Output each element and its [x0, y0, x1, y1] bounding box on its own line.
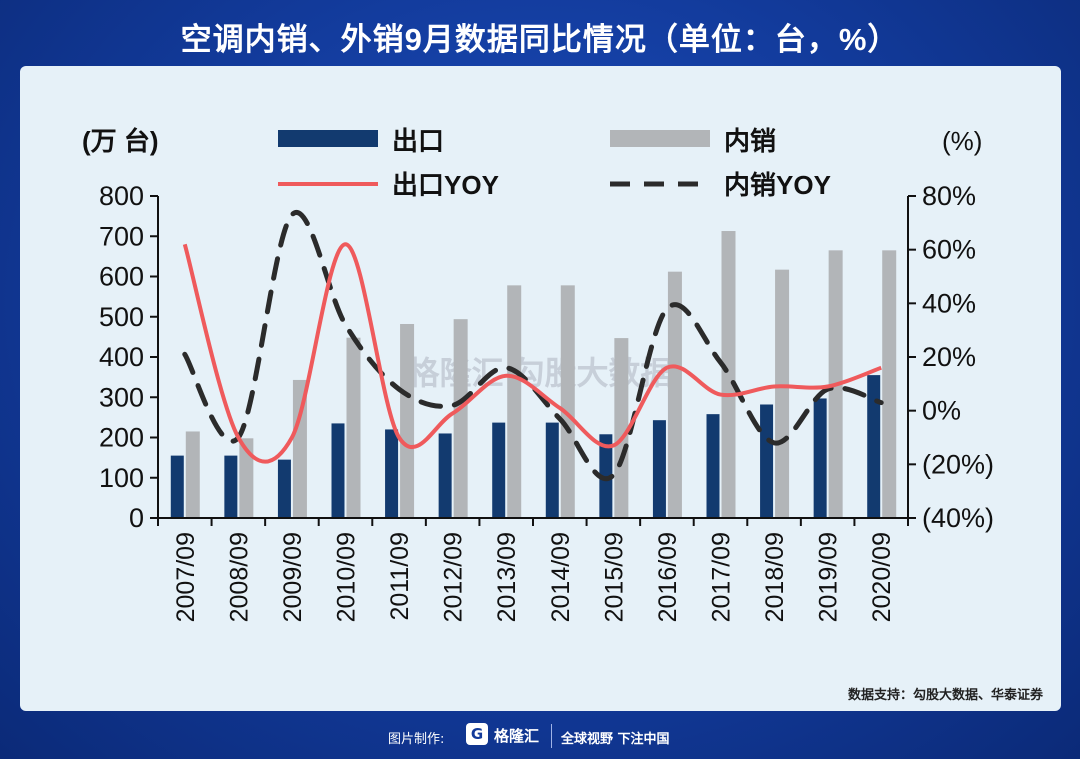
legend-label-domestic-yoy: 内销YOY	[724, 170, 831, 200]
line-domestic-yoy	[182, 209, 884, 481]
bar-export	[438, 433, 452, 518]
left-tick-label: 200	[99, 423, 144, 453]
left-tick-label: 100	[99, 463, 144, 493]
x-tick-label: 2007/09	[172, 532, 200, 622]
left-tick-label: 500	[99, 302, 144, 332]
bar-export	[385, 429, 399, 518]
x-tick-label: 2016/09	[654, 532, 682, 622]
x-tick-label: 2015/09	[600, 532, 628, 622]
bar-domestic	[560, 285, 575, 518]
footer-separator	[551, 724, 552, 748]
left-axis-label: (万 台)	[82, 126, 159, 156]
left-tick-label: 700	[99, 221, 144, 251]
x-tick-label: 2008/09	[225, 532, 253, 622]
left-tick-label: 300	[99, 382, 144, 412]
source-note: 数据支持：勾股大数据、华泰证券	[847, 688, 1043, 703]
x-tick-label: 2011/09	[386, 532, 414, 621]
left-tick-label: 0	[129, 503, 144, 533]
watermark-text: 格隆汇 勾股大数据	[408, 355, 673, 391]
legend-label-export: 出口	[392, 126, 444, 156]
bar-export	[545, 422, 559, 518]
bar-domestic	[292, 379, 307, 518]
x-tick-label: 2017/09	[708, 532, 736, 622]
bar-domestic	[185, 431, 200, 518]
bar-export	[652, 420, 666, 518]
bar-domestic	[614, 338, 629, 518]
bar-export	[813, 398, 827, 518]
legend-swatch-export	[278, 130, 378, 147]
x-tick-label: 2014/09	[547, 532, 575, 622]
right-tick-label: 40%	[922, 288, 976, 318]
bar-domestic	[507, 285, 522, 518]
bar-domestic	[667, 271, 682, 518]
footer-slogan: 全球视野 下注中国	[561, 732, 670, 747]
right-tick-label: 80%	[922, 181, 976, 211]
bar-export	[760, 404, 774, 518]
x-tick-label: 2009/09	[279, 532, 307, 622]
right-tick-label: (40%)	[922, 503, 994, 533]
bar-domestic	[453, 319, 468, 518]
bar-export	[224, 455, 238, 518]
right-axis-label: (%)	[942, 126, 982, 156]
chart-panel: 格隆汇 勾股大数据 0 100 200 300 400 500 600 700 800 (40%) (…	[20, 66, 1061, 711]
bar-domestic	[721, 231, 736, 518]
bar-domestic	[346, 337, 361, 518]
bar-export	[706, 414, 720, 518]
bar-domestic	[775, 269, 790, 518]
gelonghui-logo-icon: G	[466, 723, 488, 745]
left-tick-label: 800	[99, 181, 144, 211]
x-tick-label: 2010/09	[333, 532, 361, 622]
chart-title: 空调内销、外销9月数据同比情况（单位：台，%）	[180, 22, 900, 57]
right-tick-label: 0%	[922, 396, 961, 426]
legend-label-domestic: 内销	[724, 126, 776, 156]
right-tick-label: (20%)	[922, 449, 994, 479]
bar-export	[331, 423, 345, 518]
chart-svg: 格隆汇 勾股大数据 0 100 200 300 400 500 600 700 800 (40%) (…	[82, 126, 994, 622]
x-tick-label: 2019/09	[815, 532, 843, 622]
x-tick-label: 2020/09	[868, 532, 896, 622]
legend-label-export-yoy: 出口YOY	[392, 170, 499, 200]
bar-domestic	[400, 323, 415, 518]
footer: 图片制作: G 格隆汇 全球视野 下注中国	[0, 722, 1080, 752]
legend-swatch-domestic	[610, 130, 710, 147]
x-tick-label: 2018/09	[761, 532, 789, 622]
footer-credit: 图片制作:	[388, 732, 445, 747]
bar-export	[492, 422, 506, 518]
bar-export	[170, 455, 184, 518]
left-tick-label: 600	[99, 262, 144, 292]
right-tick-label: 20%	[922, 342, 976, 372]
line-export-yoy	[182, 242, 882, 464]
x-tick-label: 2013/09	[493, 532, 521, 622]
bar-export	[277, 459, 291, 518]
right-tick-label: 60%	[922, 235, 976, 265]
left-tick-label: 400	[99, 342, 144, 372]
footer-brand: 格隆汇	[494, 727, 540, 745]
bar-domestic	[882, 250, 897, 518]
bar-export	[867, 375, 881, 518]
bar-domestic	[239, 438, 254, 518]
x-tick-label: 2012/09	[440, 532, 468, 622]
